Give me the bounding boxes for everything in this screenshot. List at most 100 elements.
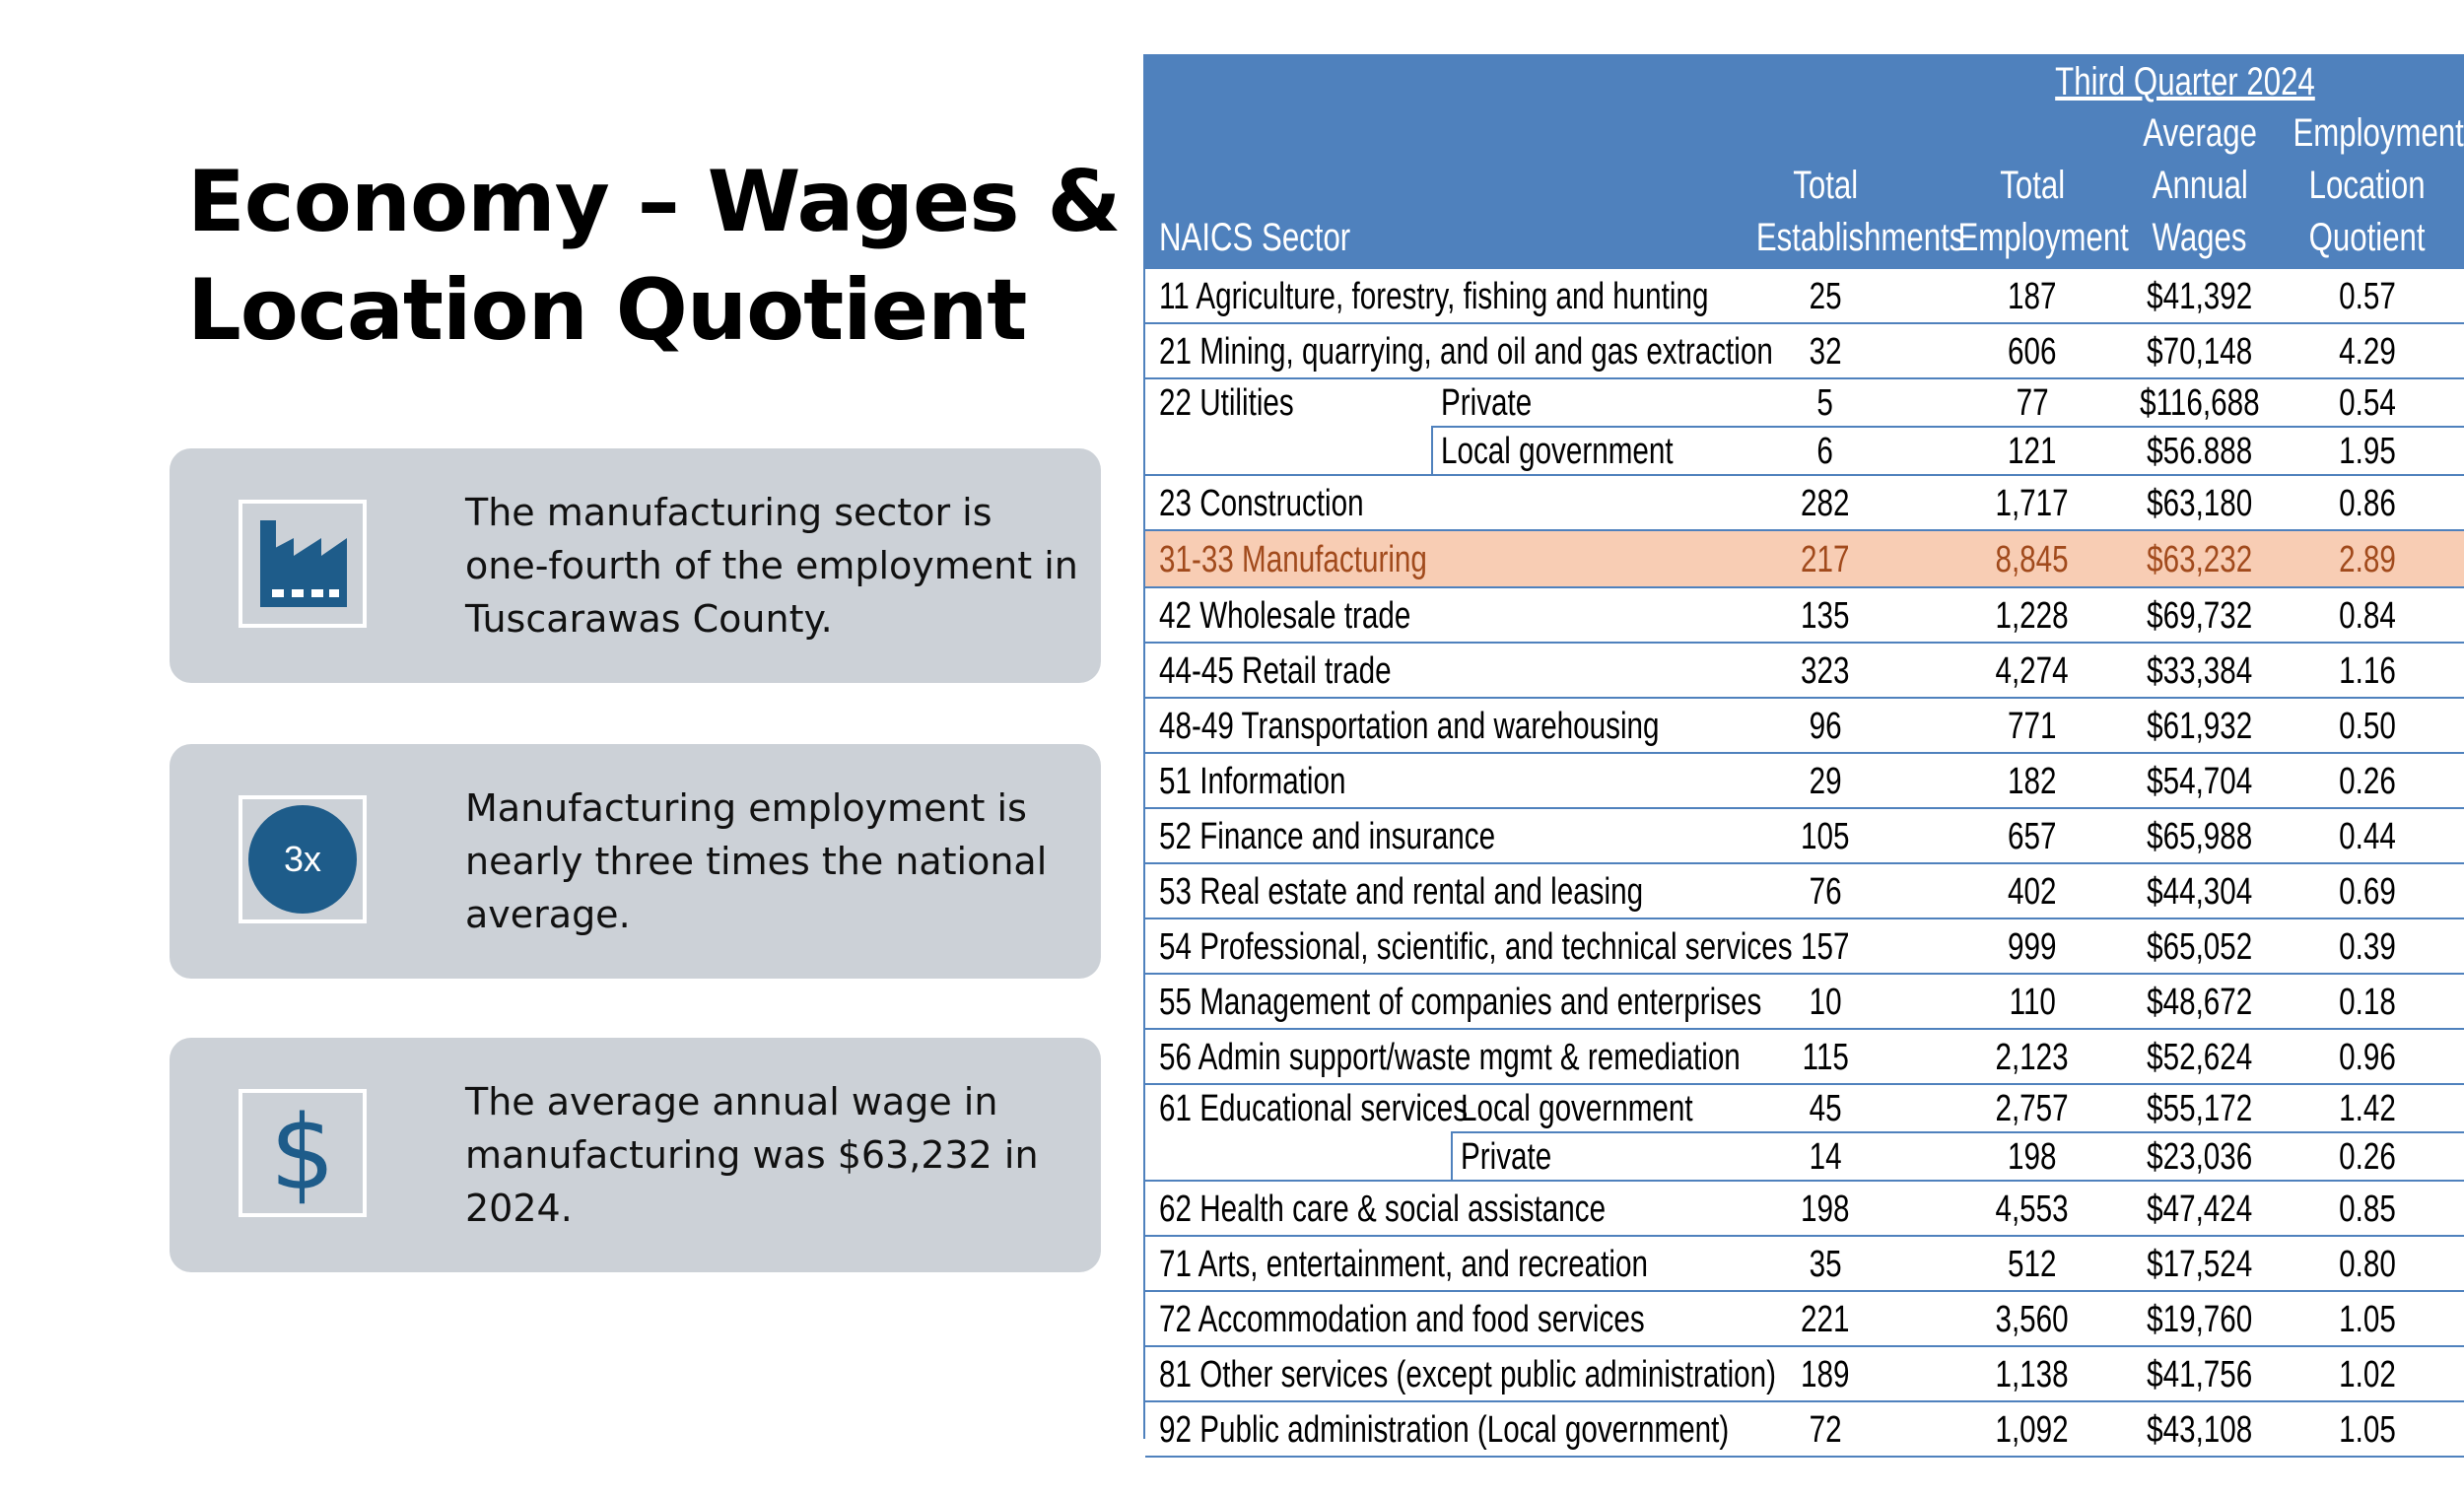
establishments-cell: 76 bbox=[1727, 864, 1924, 919]
employment-cell-text: 121 bbox=[2008, 431, 2057, 472]
sector-cell: 11 Agriculture, forestry, fishing and hu… bbox=[1159, 269, 1864, 324]
employment-cell-text: 2,757 bbox=[1995, 1088, 2070, 1129]
wages-cell: $65,052 bbox=[2106, 919, 2293, 975]
location-quotient-cell-text: 0.26 bbox=[2339, 761, 2396, 802]
3x-badge-icon: 3x bbox=[248, 805, 357, 914]
employment-cell-text: 4,274 bbox=[1995, 650, 2070, 692]
wages-cell: $69,732 bbox=[2106, 588, 2293, 644]
sector-cell-text: 62 Health care & social assistance bbox=[1159, 1189, 1607, 1230]
table-row: 11 Agriculture, forestry, fishing and hu… bbox=[1145, 269, 2464, 324]
establishments-cell-text: 217 bbox=[1801, 539, 1850, 580]
location-quotient-cell-text: 2.89 bbox=[2339, 539, 2396, 580]
wages-cell-text: $70,148 bbox=[2147, 331, 2253, 373]
establishments-cell-text: 323 bbox=[1801, 650, 1850, 692]
sector-cell-text: 31-33 Manufacturing bbox=[1159, 539, 1427, 580]
sector-cell: 48-49 Transportation and warehousing bbox=[1159, 699, 1801, 754]
location-quotient-cell-text: 1.05 bbox=[2339, 1299, 2396, 1340]
icon-frame: 3x bbox=[239, 795, 367, 923]
subsector-text: Private bbox=[1441, 382, 1533, 424]
establishments-cell: 282 bbox=[1727, 476, 1924, 531]
employment-cell: 1,138 bbox=[1934, 1347, 2131, 1402]
table-row: 44-45 Retail trade 323 4,274 $33,384 1.16 bbox=[1145, 644, 2464, 699]
table-row: 71 Arts, entertainment, and recreation 35… bbox=[1145, 1237, 2464, 1292]
establishments-cell: 217 bbox=[1727, 531, 1924, 588]
location-quotient-cell: 0.39 bbox=[2269, 919, 2464, 975]
sector-cell-text: 22 Utilities bbox=[1159, 382, 1294, 424]
card-text-line: nearly three times the national bbox=[465, 840, 1048, 883]
location-quotient-cell: 1.02 bbox=[2269, 1347, 2464, 1402]
wages-cell: $70,148 bbox=[2106, 324, 2293, 379]
table-row: 61 Educational services 45 2,757 $55,172 1.4… bbox=[1145, 1085, 2464, 1182]
location-quotient-cell-text: 1.42 bbox=[2339, 1088, 2396, 1129]
employment-cell-text: 402 bbox=[2008, 871, 2057, 913]
sector-cell: 42 Wholesale trade bbox=[1159, 588, 1481, 644]
wages-cell-text: $116,688 bbox=[2140, 382, 2260, 424]
table-header: Third Quarter 2024 NAICS Sector Total Es… bbox=[1145, 54, 2464, 269]
sector-cell: 81 Other services (except public adminis… bbox=[1159, 1347, 1951, 1402]
location-quotient-cell-text: 0.50 bbox=[2339, 706, 2396, 747]
subsector-text: Local government bbox=[1461, 1088, 1693, 1129]
page-title-line-1: Economy – Wages & bbox=[187, 153, 1122, 251]
establishments-cell: 6 bbox=[1727, 428, 1924, 476]
location-quotient-cell-text: 0.44 bbox=[2339, 816, 2396, 857]
location-quotient-cell: 2.89 bbox=[2269, 531, 2464, 588]
table-row: 81 Other services (except public adminis… bbox=[1145, 1347, 2464, 1402]
card-text-line: manufacturing was $63,232 in bbox=[465, 1133, 1039, 1177]
header-wages: Average Annual Wages bbox=[2106, 107, 2293, 264]
table-row: 92 Public administration (Local governme… bbox=[1145, 1402, 2464, 1458]
sector-cell-text: 44-45 Retail trade bbox=[1159, 650, 1392, 692]
subsector-cell: Local government bbox=[1441, 428, 1739, 476]
wages-cell-text: $69,732 bbox=[2147, 595, 2253, 637]
subsector-text: Private bbox=[1461, 1136, 1552, 1178]
location-quotient-cell: 4.29 bbox=[2269, 324, 2464, 379]
establishments-cell: 157 bbox=[1727, 919, 1924, 975]
sector-cell-text: 92 Public administration (Local governme… bbox=[1159, 1409, 1730, 1451]
info-card-national-average: 3x Manufacturing employment is nearly th… bbox=[170, 744, 1101, 979]
establishments-cell-text: 189 bbox=[1801, 1354, 1850, 1395]
establishments-cell-text: 32 bbox=[1809, 331, 1842, 373]
page-title-line-2: Location Quotient bbox=[187, 261, 1027, 360]
wages-cell: $48,672 bbox=[2106, 975, 2293, 1030]
establishments-cell: 72 bbox=[1727, 1402, 1924, 1458]
location-quotient-cell-text: 0.84 bbox=[2339, 595, 2396, 637]
employment-cell-text: 8,845 bbox=[1995, 539, 2070, 580]
sector-cell-text: 23 Construction bbox=[1159, 483, 1364, 524]
employment-cell-text: 1,228 bbox=[1995, 595, 2070, 637]
employment-cell: 110 bbox=[1934, 975, 2131, 1030]
header-sector: NAICS Sector bbox=[1159, 212, 1404, 264]
sector-cell: 71 Arts, entertainment, and recreation bbox=[1159, 1237, 1786, 1292]
header-location-quotient: Employment Location Quotient bbox=[2269, 107, 2464, 264]
wages-cell-text: $33,384 bbox=[2147, 650, 2253, 692]
location-quotient-cell: 1.95 bbox=[2269, 428, 2464, 476]
sector-cell-text: 51 Information bbox=[1159, 761, 1346, 802]
location-quotient-cell: 1.42 bbox=[2269, 1085, 2464, 1133]
location-quotient-cell: 0.85 bbox=[2269, 1182, 2464, 1237]
employment-cell: 402 bbox=[1934, 864, 2131, 919]
wages-cell: $61,932 bbox=[2106, 699, 2293, 754]
card-text-line: The manufacturing sector is bbox=[465, 491, 992, 534]
wages-cell: $52,624 bbox=[2106, 1030, 2293, 1085]
header-label: Location bbox=[2309, 164, 2426, 207]
location-quotient-cell-text: 0.85 bbox=[2339, 1189, 2396, 1230]
sector-cell-text: 71 Arts, entertainment, and recreation bbox=[1159, 1244, 1648, 1285]
establishments-cell: 115 bbox=[1727, 1030, 1924, 1085]
employment-cell-text: 198 bbox=[2008, 1136, 2057, 1178]
wages-cell: $55,172 bbox=[2106, 1085, 2293, 1133]
header-label: Annual bbox=[2152, 164, 2248, 207]
sector-cell-text: 56 Admin support/waste mgmt & remediatio… bbox=[1159, 1037, 1741, 1078]
page-title: Economy – Wages & Location Quotient bbox=[187, 148, 1133, 365]
header-label: NAICS Sector bbox=[1159, 216, 1351, 259]
employment-cell: 4,553 bbox=[1934, 1182, 2131, 1237]
location-quotient-cell-text: 0.96 bbox=[2339, 1037, 2396, 1078]
employment-cell: 3,560 bbox=[1934, 1292, 2131, 1347]
establishments-cell: 323 bbox=[1727, 644, 1924, 699]
sector-cell-text: 11 Agriculture, forestry, fishing and hu… bbox=[1159, 276, 1709, 317]
wages-cell-text: $41,756 bbox=[2147, 1354, 2253, 1395]
establishments-cell-text: 105 bbox=[1801, 816, 1850, 857]
card-text: The manufacturing sector is one-fourth o… bbox=[465, 486, 1086, 646]
employment-cell: 2,757 bbox=[1934, 1085, 2131, 1133]
sector-cell-text: 48-49 Transportation and warehousing bbox=[1159, 706, 1660, 747]
dollar-icon: $ bbox=[269, 1093, 336, 1213]
employment-cell-text: 182 bbox=[2008, 761, 2057, 802]
header-label: Employment bbox=[2293, 111, 2464, 155]
